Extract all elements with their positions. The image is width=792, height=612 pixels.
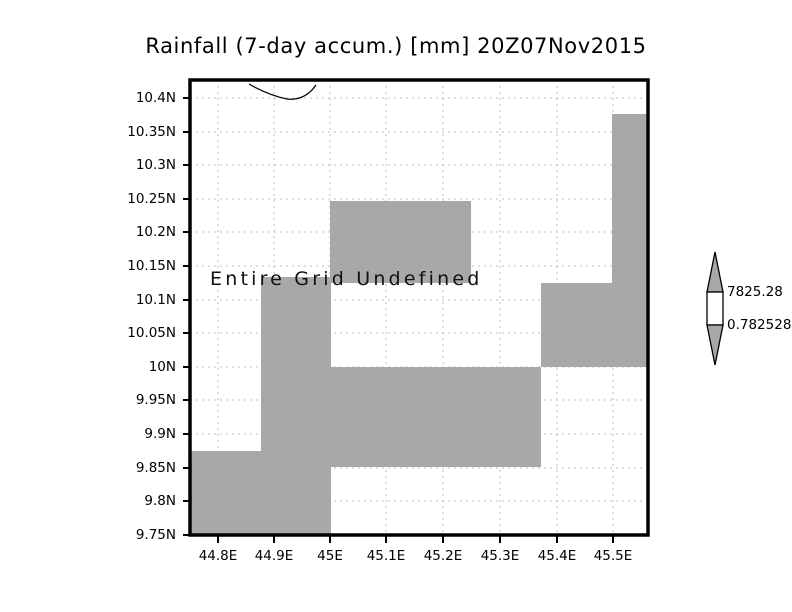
y-tick-label: 10.3N [135,157,176,173]
y-tick-label: 10.15N [127,258,176,274]
page-title: Rainfall (7-day accum.) [mm] 20Z07Nov201… [145,34,647,58]
data-shading-regions [190,114,648,535]
colorbar-min-label: 0.782528 [727,317,792,333]
y-tick-label: 9.75N [135,527,176,543]
y-tick-label: 9.85N [135,460,176,476]
x-tick-label: 44.9E [254,548,294,564]
y-tick-label: 9.9N [144,426,176,442]
data-cell [261,277,331,467]
colorbar-top-cap [706,251,724,293]
coastline-contour [248,83,317,100]
x-tick-label: 45.4E [537,548,577,564]
y-tick-label: 10.05N [127,325,176,341]
y-tick-label: 10N [148,359,176,375]
x-axis-ticks [217,535,614,543]
x-tick-label: 45.1E [366,548,406,564]
plot-frame [188,78,650,537]
y-axis-ticks [183,97,190,536]
x-tick-label: 44.8E [198,548,238,564]
colorbar-box [706,291,724,326]
colorbar-max-label: 7825.28 [727,284,783,300]
x-tick-label: 45.2E [423,548,463,564]
data-cell [331,367,541,467]
data-cell [330,201,471,283]
data-cell [612,114,648,283]
y-tick-label: 9.8N [144,493,176,509]
y-tick-label: 10.1N [135,292,176,308]
x-tick-label: 45E [317,548,343,564]
y-tick-label: 10.4N [135,90,176,106]
x-tick-label: 45.3E [480,548,520,564]
y-tick-label: 10.25N [127,191,176,207]
y-tick-label: 10.2N [135,224,176,240]
data-cell [541,283,648,367]
data-cell [190,451,331,535]
x-tick-label: 45.5E [593,548,633,564]
y-tick-label: 10.35N [127,124,176,140]
y-tick-label: 9.95N [135,392,176,408]
colorbar[interactable] [706,251,724,366]
colorbar-bottom-cap [706,324,724,366]
grid-undefined-message: Entire Grid Undefined [210,268,483,290]
